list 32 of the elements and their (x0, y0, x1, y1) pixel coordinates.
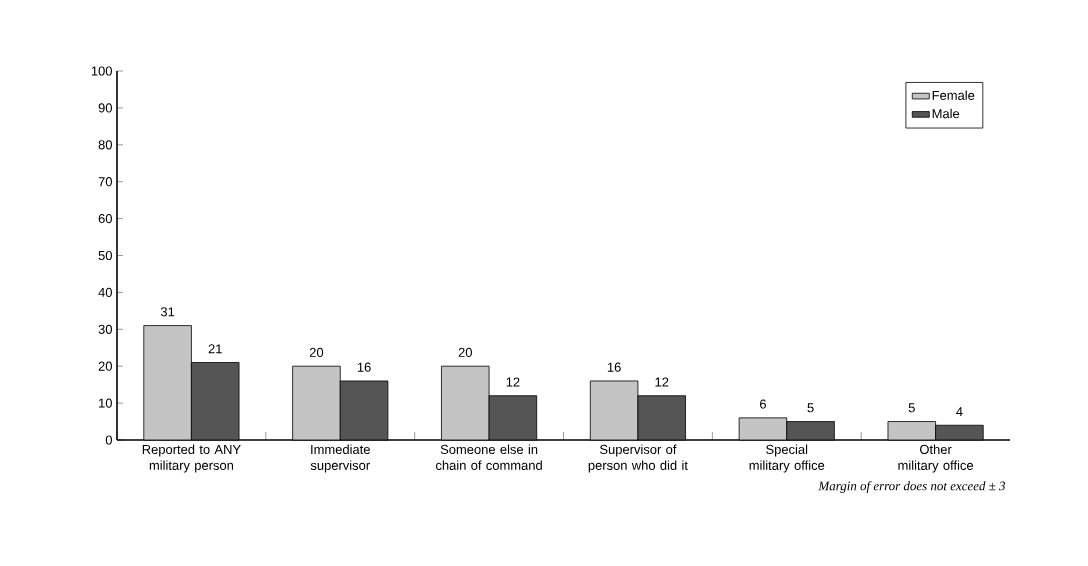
x-tick-label: Supervisor of person who did it (588, 444, 688, 473)
y-tick-label: 0 (105, 435, 112, 445)
x-tick-label: Other military office (898, 444, 974, 473)
y-tick-label: 40 (98, 287, 112, 297)
data-label: 6 (760, 399, 766, 409)
data-label: 16 (607, 362, 621, 372)
y-tick-label: 70 (98, 177, 112, 187)
x-tick-label: Special military office (749, 444, 825, 473)
y-tick-label: 30 (98, 324, 112, 334)
data-label: 12 (506, 377, 520, 387)
y-tick-label: 50 (98, 250, 112, 261)
data-label: 5 (908, 403, 915, 413)
y-tick-label: 90 (98, 103, 112, 113)
y-tick-label: 20 (98, 361, 112, 371)
y-tick-label: 10 (99, 398, 112, 408)
data-label: 4 (956, 407, 963, 417)
data-label: 20 (458, 347, 472, 357)
y-tick-label: 60 (98, 214, 112, 224)
data-label: 31 (160, 307, 175, 317)
x-tick-label: Immediate supervisor (310, 444, 370, 473)
y-tick-label: 100 (91, 66, 112, 76)
data-label: 12 (655, 377, 669, 387)
data-label: 16 (357, 362, 371, 372)
data-label: 20 (309, 347, 324, 357)
data-label: 5 (807, 403, 814, 413)
x-tick-label: Someone else in chain of command (436, 444, 542, 470)
x-tick-label: Reported to ANY military person (142, 444, 241, 473)
legend-label: Female (932, 90, 975, 100)
text: Margin of error does not exceed ± 3 (818, 481, 1006, 493)
legend-label: Male (932, 108, 960, 119)
data-label: 21 (208, 344, 222, 354)
y-tick-label: 80 (98, 140, 112, 150)
